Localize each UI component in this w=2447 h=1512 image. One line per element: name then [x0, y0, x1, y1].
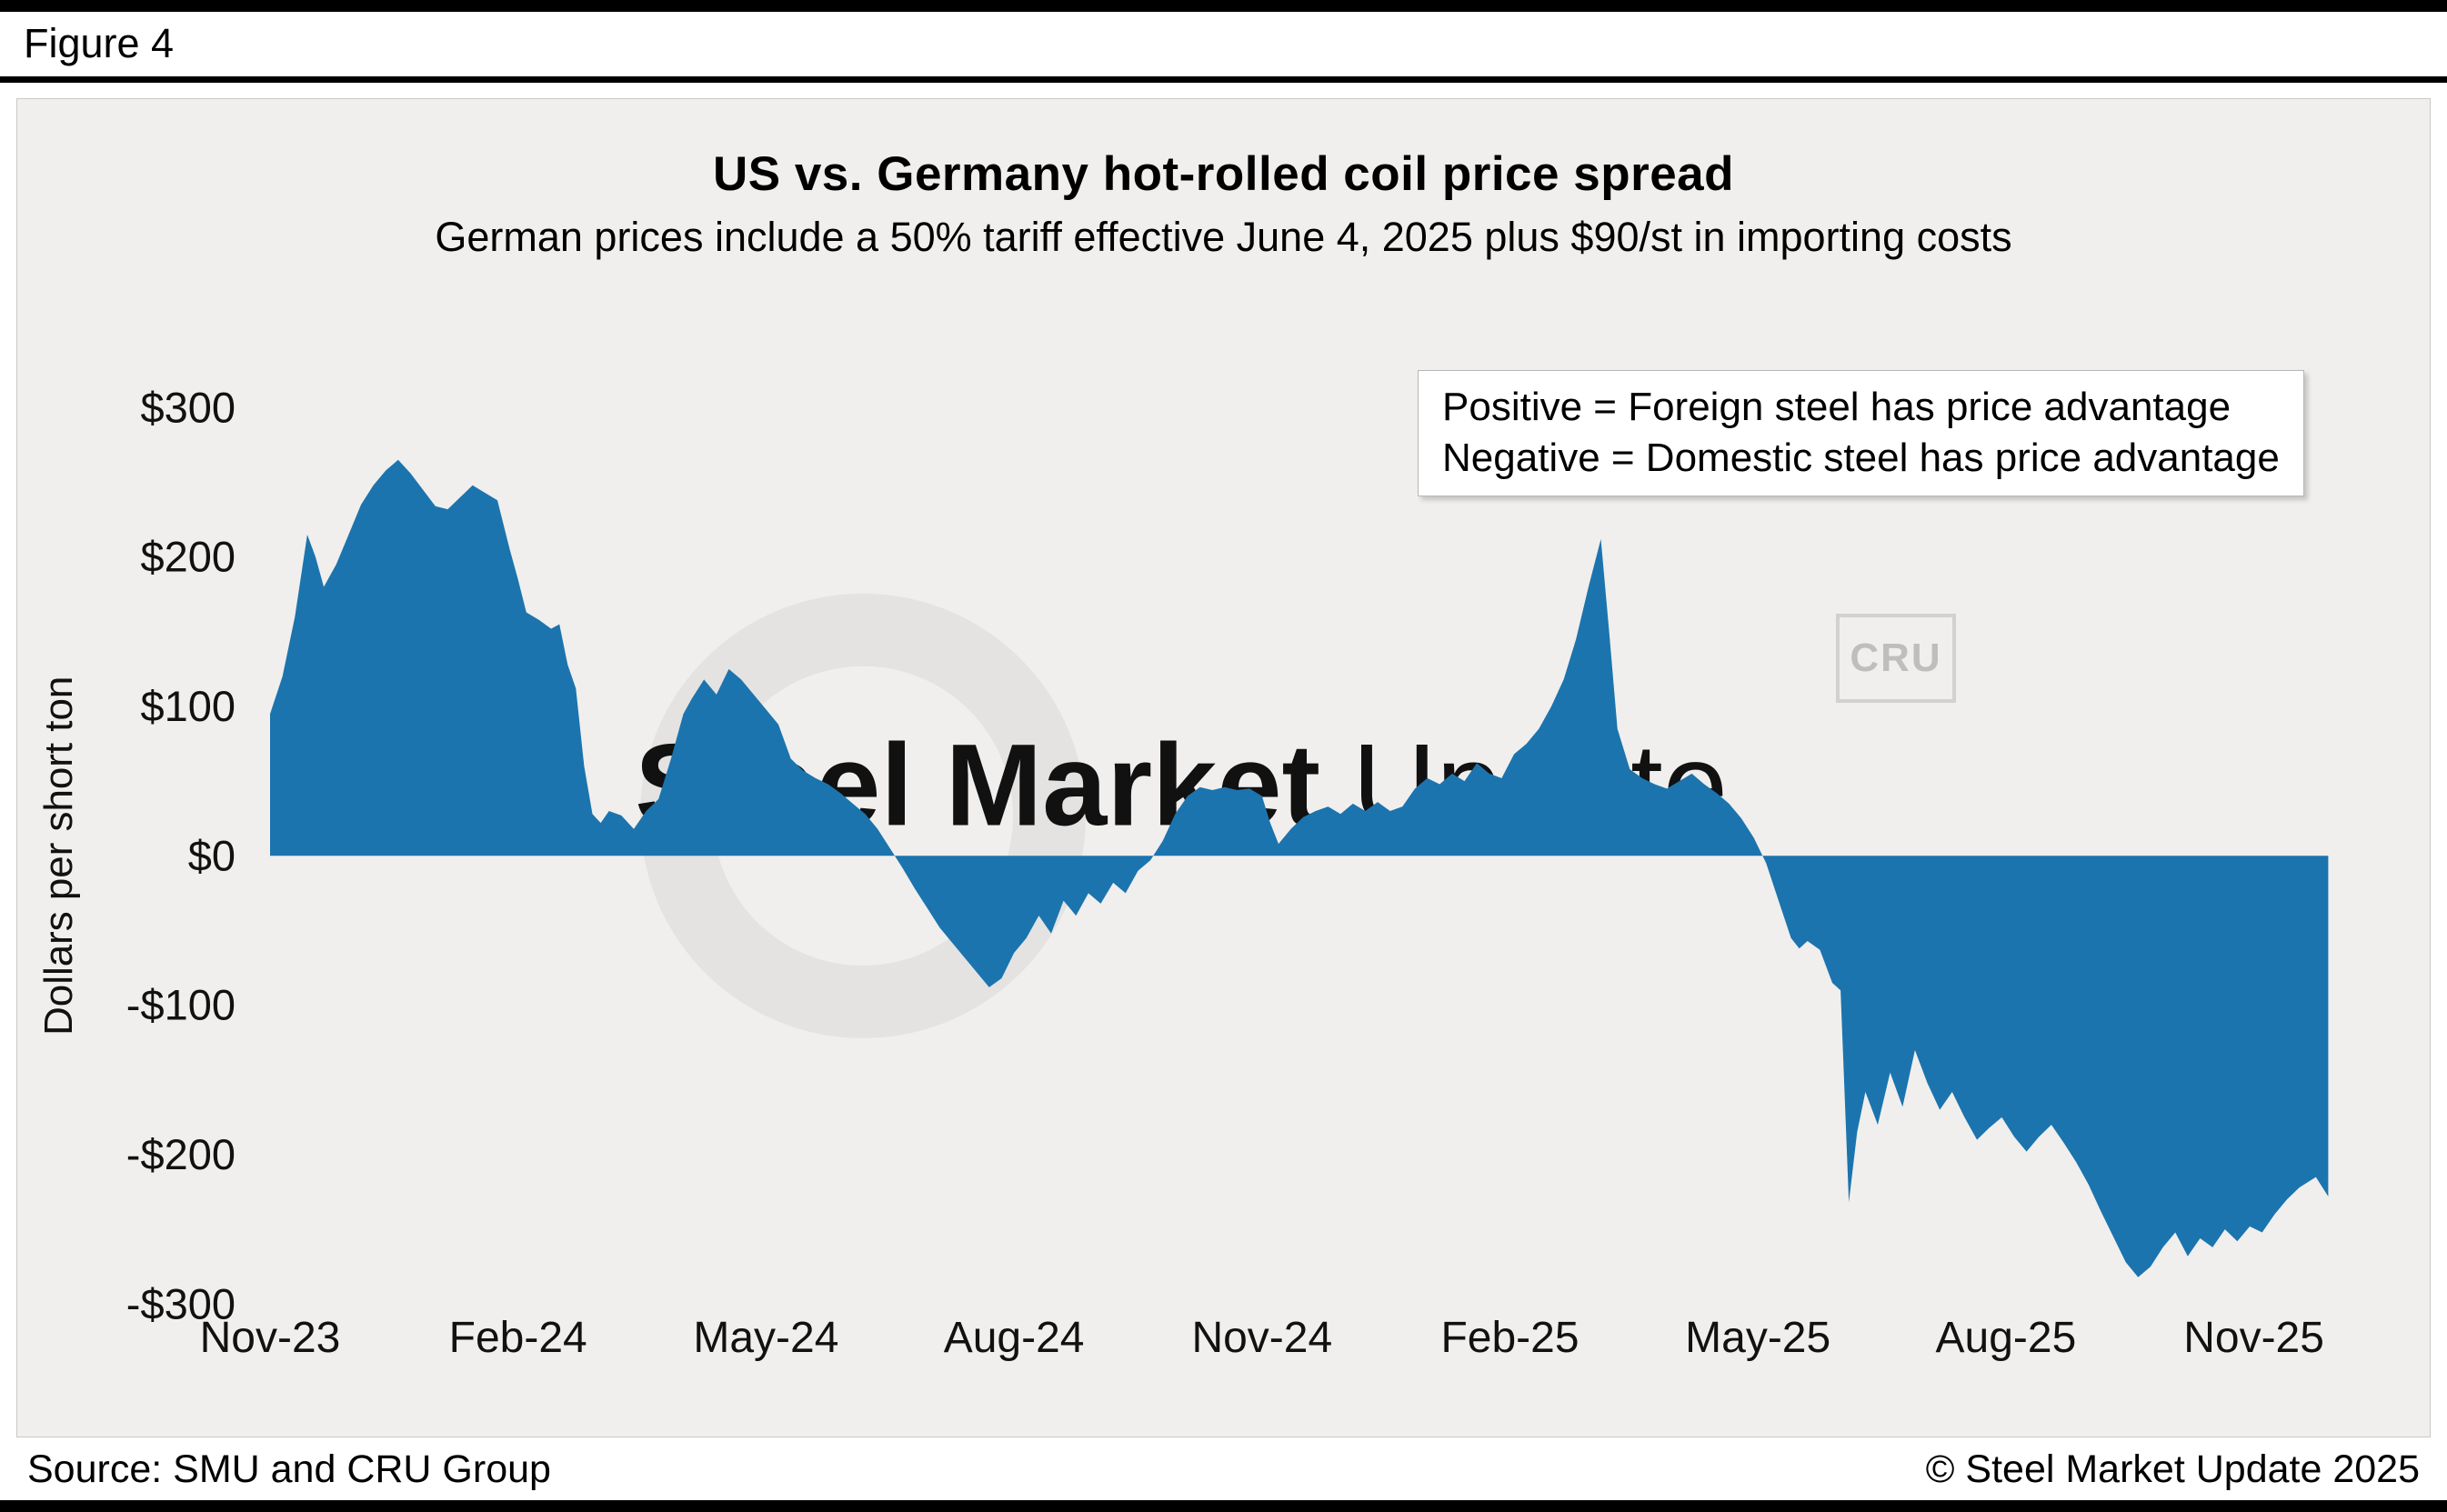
x-tick-label: Nov-25 [2183, 1314, 2324, 1362]
price-spread-area [270, 459, 2329, 1277]
x-tick-label: Nov-23 [200, 1314, 341, 1362]
x-tick-label: May-25 [1685, 1314, 1830, 1362]
cru-watermark-logo: CRU [1836, 614, 1956, 703]
figure-label: Figure 4 [24, 20, 175, 66]
legend-positive: Positive = Foreign steel has price advan… [1442, 385, 2231, 429]
y-tick-label: $200 [140, 533, 236, 581]
y-tick-label: -$200 [126, 1130, 236, 1178]
y-tick-label: -$300 [126, 1279, 236, 1327]
y-tick-label: $300 [140, 383, 236, 431]
y-tick-label: $0 [188, 831, 236, 879]
x-tick-label: Aug-24 [944, 1314, 1085, 1362]
legend-box: Positive = Foreign steel has price advan… [1418, 370, 2304, 496]
copyright-note: © Steel Market Update 2025 [1925, 1447, 2420, 1491]
bottom-black-bar [0, 1500, 2447, 1512]
y-tick-label: $100 [140, 682, 236, 730]
source-note: Source: SMU and CRU Group [27, 1447, 551, 1491]
header-divider [0, 76, 2447, 83]
y-tick-label: -$100 [126, 981, 236, 1029]
x-tick-label: Feb-24 [449, 1314, 587, 1362]
top-black-bar [0, 0, 2447, 12]
x-tick-label: May-24 [693, 1314, 838, 1362]
chart-title: US vs. Germany hot-rolled coil price spr… [712, 147, 1735, 201]
legend-negative: Negative = Domestic steel has price adva… [1442, 436, 2280, 481]
x-tick-label: Feb-25 [1440, 1314, 1579, 1362]
chart-subtitle: German prices include a 50% tariff effec… [435, 214, 2012, 260]
x-tick-label: Aug-25 [1936, 1314, 2077, 1362]
y-axis-title: Dollars per short ton [36, 676, 81, 1036]
x-tick-label: Nov-24 [1191, 1314, 1332, 1362]
